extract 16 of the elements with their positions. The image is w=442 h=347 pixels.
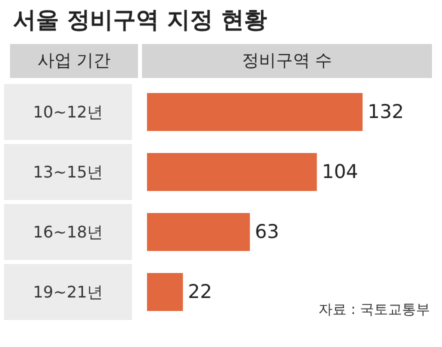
data-label: 132 <box>368 101 404 123</box>
y-tick-label: 16~18년 <box>32 222 104 242</box>
bar <box>147 153 317 191</box>
annotation: 자료 : 국토교통부 <box>318 302 430 318</box>
y-tick-label: 19~21년 <box>32 282 104 302</box>
y-axis-title: 사업 기간 <box>37 51 111 71</box>
chart-title: 서울 정비구역 지정 현황 <box>13 8 268 34</box>
bar <box>147 273 183 311</box>
y-tick-label: 13~15년 <box>32 162 104 182</box>
data-label: 22 <box>188 281 212 303</box>
y-tick-label: 10~12년 <box>32 102 104 122</box>
data-label: 63 <box>254 221 280 243</box>
bar <box>147 213 250 251</box>
x-axis-title: 정비구역 수 <box>242 51 332 71</box>
bar <box>147 93 363 131</box>
data-label: 104 <box>322 161 358 183</box>
